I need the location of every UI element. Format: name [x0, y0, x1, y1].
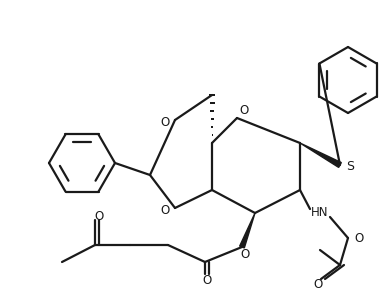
Text: O: O	[94, 210, 104, 222]
Text: O: O	[314, 278, 323, 292]
Text: O: O	[160, 115, 170, 129]
Text: O: O	[239, 103, 249, 117]
Polygon shape	[240, 213, 255, 248]
Text: O: O	[202, 274, 212, 286]
Text: O: O	[160, 204, 170, 216]
Text: O: O	[354, 233, 363, 245]
Text: S: S	[346, 161, 354, 173]
Text: HN: HN	[311, 207, 329, 219]
Polygon shape	[300, 143, 341, 167]
Text: O: O	[240, 248, 250, 260]
